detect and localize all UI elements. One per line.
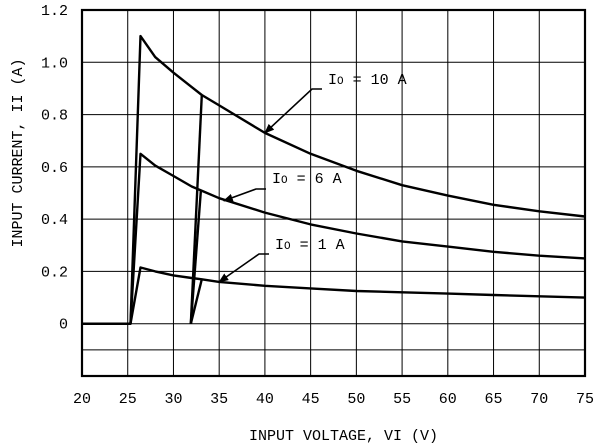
plot-frame	[80, 8, 587, 378]
grid	[82, 10, 585, 376]
x-tick-label: 25	[119, 391, 137, 408]
tick-labels: 20 25 30 35 40 45 50 55 60 65 70 75 1.2 1.0 0.8 0.6 0.4 0…	[41, 3, 594, 408]
y-tick-label: 0.8	[41, 108, 68, 125]
y-tick-label: 0	[59, 317, 68, 334]
y-axis-label: INPUT CURRENT, II (A)	[10, 58, 27, 247]
y-tick-label: 1.2	[41, 3, 68, 20]
x-tick-label: 50	[347, 391, 365, 408]
turn-off-path-io-6-a	[189, 190, 203, 324]
x-tick-label: 45	[302, 391, 320, 408]
annotations: IO = 10 A IO = 6 A IO = 1 A	[218, 72, 407, 283]
x-tick-label: 20	[73, 391, 91, 408]
x-tick-label: 35	[210, 391, 228, 408]
annotation-arrow-io-6-a	[222, 188, 266, 202]
x-axis-label: INPUT VOLTAGE, VI (V)	[249, 428, 438, 445]
x-tick-label: 75	[576, 391, 594, 408]
x-tick-label: 70	[530, 391, 548, 408]
y-tick-label: 0.6	[41, 160, 68, 177]
series-line-io-1-a	[82, 266, 586, 325]
series-line-io-10-a	[82, 34, 586, 325]
x-tick-label: 65	[485, 391, 503, 408]
x-tick-label: 40	[256, 391, 274, 408]
x-tick-label: 60	[439, 391, 457, 408]
x-tick-label: 55	[393, 391, 411, 408]
annotation-arrow-io-10-a	[264, 88, 322, 134]
y-tick-label: 0.2	[41, 264, 68, 281]
annotation-label-io-10-a: IO = 10 A	[328, 72, 407, 89]
turn-off-path-io-1-a	[189, 278, 203, 325]
series-group	[82, 34, 586, 325]
annotation-label-io-1-a: IO = 1 A	[275, 237, 345, 254]
series-line-io-6-a	[82, 152, 586, 325]
annotation-label-io-6-a: IO = 6 A	[272, 171, 342, 188]
x-tick-label: 30	[164, 391, 182, 408]
annotation-arrow-io-1-a	[218, 253, 269, 283]
y-tick-label: 1.0	[41, 55, 68, 72]
y-tick-label: 0.4	[41, 212, 68, 229]
